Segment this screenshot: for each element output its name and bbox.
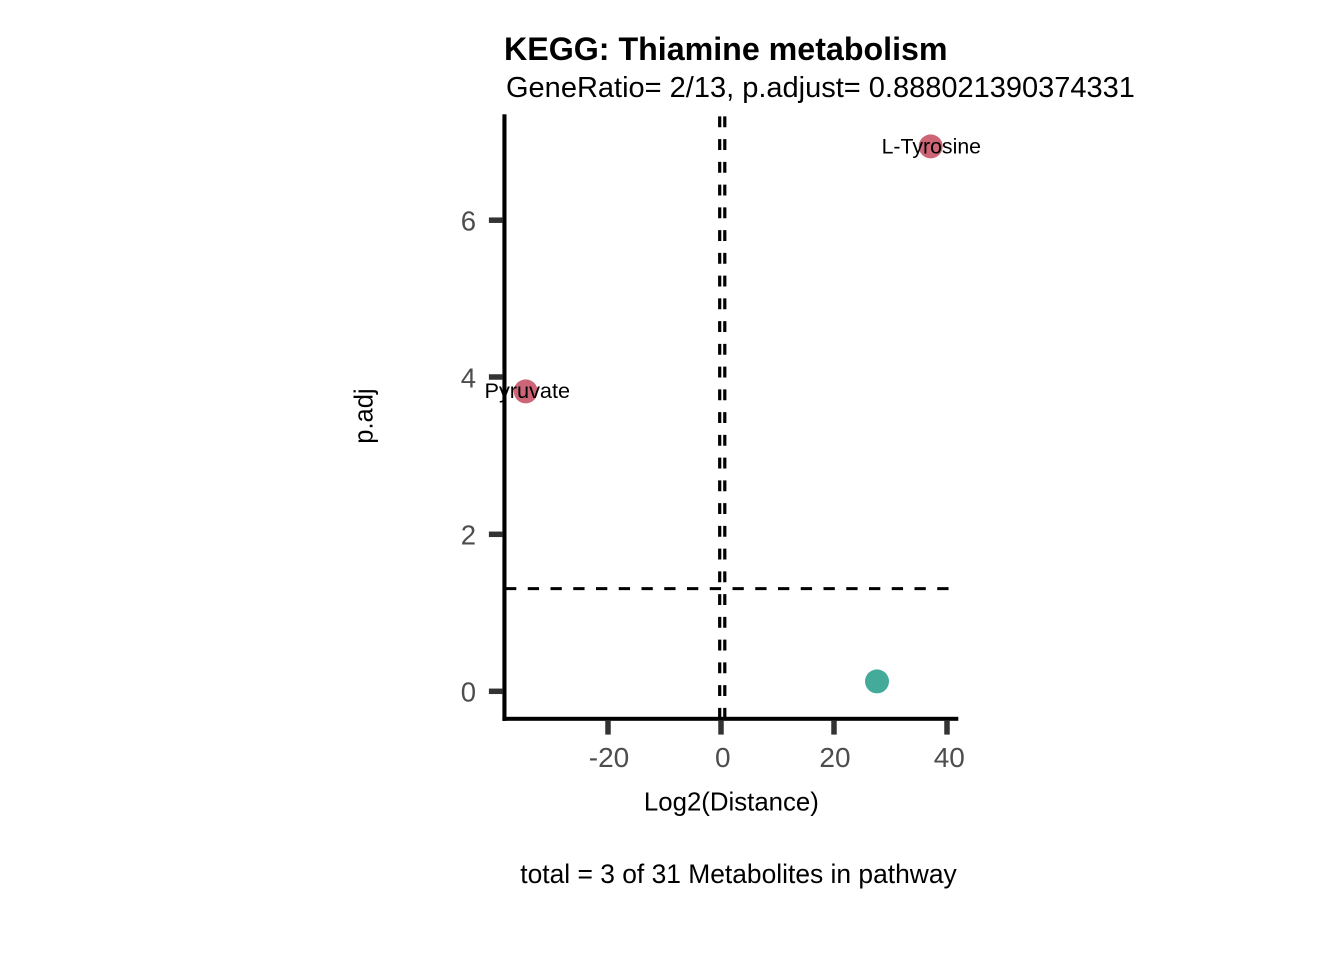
svg-text:total = 3 of 31 Metabolites in: total = 3 of 31 Metabolites in pathway — [520, 859, 957, 889]
svg-text:2: 2 — [461, 520, 476, 551]
svg-text:0: 0 — [461, 677, 476, 708]
svg-text:40: 40 — [934, 742, 965, 773]
svg-text:6: 6 — [461, 205, 476, 236]
svg-text:4: 4 — [461, 362, 476, 393]
svg-text:Pyruvate: Pyruvate — [485, 378, 571, 403]
svg-text:20: 20 — [819, 742, 850, 773]
svg-text:Log2(Distance): Log2(Distance) — [644, 788, 819, 816]
svg-text:GeneRatio= 2/13, p.adjust= 0.8: GeneRatio= 2/13, p.adjust= 0.88802139037… — [506, 72, 1135, 104]
svg-text:-20: -20 — [589, 742, 629, 773]
svg-text:0: 0 — [715, 742, 731, 773]
svg-text:KEGG: Thiamine metabolism: KEGG: Thiamine metabolism — [504, 31, 948, 67]
svg-text:L-Tyrosine: L-Tyrosine — [882, 134, 981, 158]
svg-text:p.adj: p.adj — [351, 388, 379, 443]
